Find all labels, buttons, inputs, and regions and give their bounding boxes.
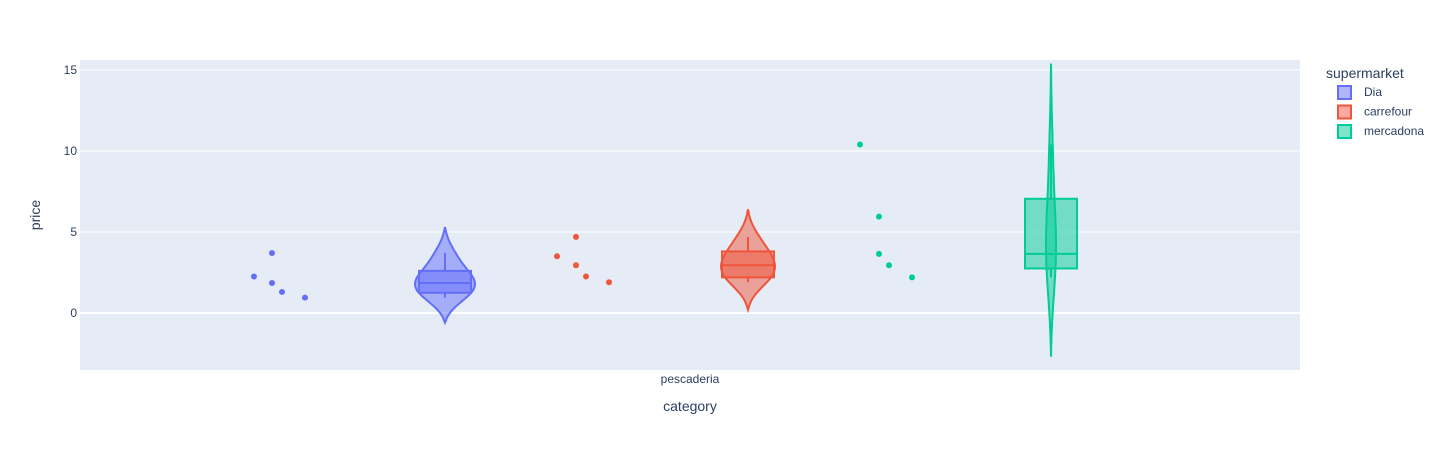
legend-swatch — [1337, 85, 1352, 100]
point-mercadona — [876, 250, 882, 257]
legend: supermarket Dia carrefour mercadona — [1326, 65, 1424, 139]
legend-label: Dia — [1364, 85, 1382, 99]
y-axis-title: price — [27, 200, 43, 231]
point-dia — [269, 250, 275, 257]
plot-background — [80, 60, 1300, 370]
y-tick-label: 10 — [64, 144, 78, 158]
y-tick-label: 0 — [70, 306, 77, 320]
point-mercadona — [876, 213, 882, 220]
y-tick-label: 15 — [64, 63, 78, 77]
point-carrefour — [606, 279, 612, 286]
point-mercadona — [909, 274, 915, 281]
box — [418, 269, 472, 294]
point-carrefour — [554, 253, 560, 260]
box — [1024, 197, 1078, 270]
legend-item-carrefour[interactable]: carrefour — [1337, 104, 1412, 120]
violin-mercadona — [1024, 63, 1078, 357]
point-mercadona — [857, 141, 863, 148]
legend-item-mercadona[interactable]: mercadona — [1337, 124, 1424, 139]
point-dia — [302, 294, 308, 301]
violins — [413, 63, 1078, 357]
violin-carrefour — [719, 209, 777, 314]
x-axis-title: category — [663, 398, 717, 414]
point-carrefour — [573, 262, 579, 269]
point-carrefour — [583, 273, 589, 280]
point-dia — [269, 280, 275, 287]
point-dia — [251, 273, 257, 280]
legend-label: mercadona — [1364, 124, 1424, 138]
y-tick-labels: 0 5 10 15 — [64, 63, 78, 320]
legend-swatch — [1337, 104, 1352, 120]
violin-dia — [413, 226, 477, 326]
data-points — [251, 141, 915, 301]
grid-lines — [80, 69, 1300, 314]
point-mercadona — [886, 262, 892, 269]
legend-label: carrefour — [1364, 105, 1412, 119]
legend-item-dia[interactable]: Dia — [1337, 85, 1382, 100]
legend-swatch — [1337, 124, 1352, 139]
y-tick-label: 5 — [70, 225, 77, 239]
point-carrefour — [573, 233, 579, 240]
point-dia — [279, 288, 285, 295]
legend-title: supermarket — [1326, 65, 1404, 81]
x-tick-label: pescaderia — [661, 372, 720, 386]
